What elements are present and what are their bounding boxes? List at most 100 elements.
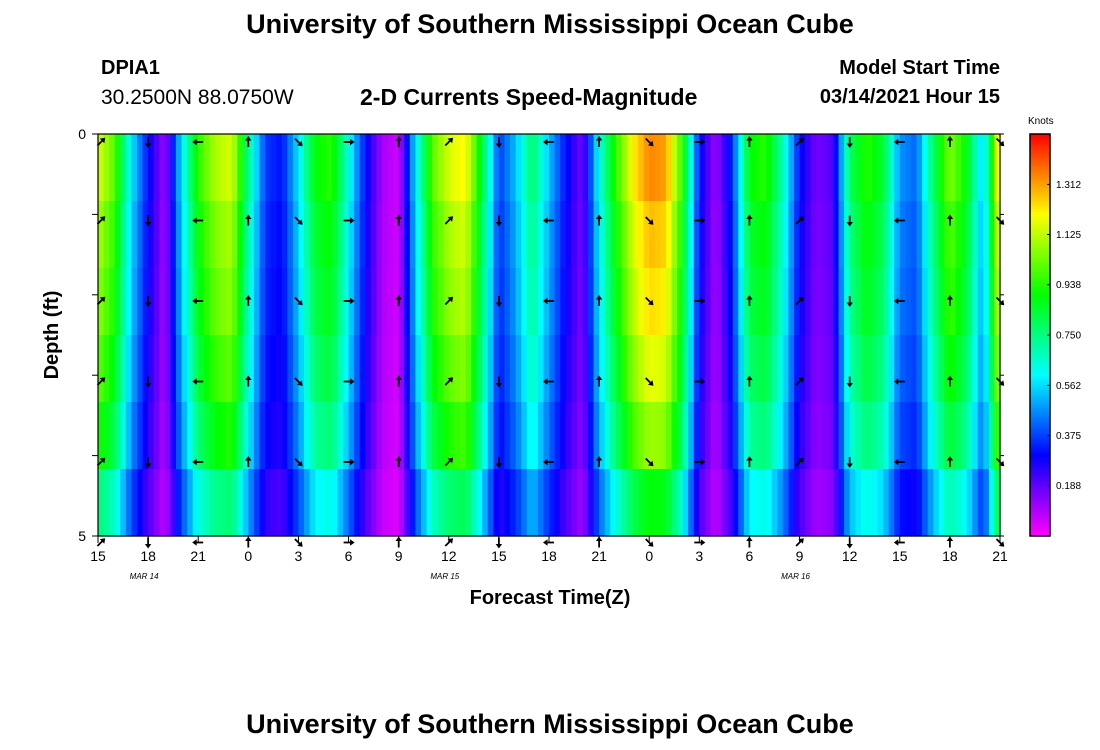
heatmap-cell — [432, 402, 439, 470]
arrow-head — [846, 302, 853, 307]
arrow-head — [746, 295, 753, 300]
colorbar-band — [1030, 345, 1050, 349]
heatmap-cell — [654, 469, 661, 537]
arrow-head — [144, 383, 152, 388]
heatmap-cell — [103, 469, 110, 537]
heatmap-cell — [894, 134, 901, 202]
heatmap-cell — [209, 268, 216, 336]
direction-arrow — [543, 138, 554, 146]
arrow-head — [595, 136, 603, 141]
colorbar-band — [1030, 508, 1050, 512]
heatmap-cell — [532, 469, 539, 537]
heatmap-cell — [270, 335, 277, 403]
heatmap-cell — [120, 134, 127, 202]
heatmap-cell — [922, 134, 929, 202]
colorbar-tick-label: 1.312 — [1056, 180, 1081, 191]
arrow-head — [798, 377, 804, 383]
heatmap-cell — [777, 469, 784, 537]
heatmap-cell — [799, 402, 806, 470]
colorbar-band — [1030, 151, 1050, 155]
heatmap-cell — [203, 201, 210, 269]
heatmap-cell — [922, 201, 929, 269]
heatmap-cell — [482, 268, 489, 336]
heatmap-cell — [426, 469, 433, 537]
heatmap-cell — [927, 402, 934, 470]
heatmap-cell — [292, 134, 300, 202]
heatmap-cell — [660, 268, 667, 336]
heatmap-cell — [443, 335, 450, 403]
colorbar-band — [1030, 488, 1050, 492]
heatmap-cell — [159, 134, 166, 202]
colorbar-tick-label: 0.938 — [1056, 280, 1081, 291]
colorbar-band — [1030, 407, 1050, 411]
heatmap-cell — [504, 268, 511, 336]
heatmap-cell — [621, 469, 628, 537]
heatmap-cell — [354, 268, 361, 336]
arrow-head — [595, 456, 603, 461]
heatmap-cell — [281, 134, 288, 202]
heatmap-cell — [682, 134, 689, 202]
heatmap-cell — [209, 402, 216, 470]
heatmap-cell — [638, 201, 645, 269]
heatmap-cell — [587, 201, 595, 269]
heatmap-cell — [131, 201, 138, 269]
heatmap-cell — [604, 402, 611, 470]
heatmap-cell — [582, 469, 589, 537]
colorbar-band — [1030, 500, 1050, 504]
colorbar-band — [1030, 352, 1050, 356]
heatmap-cell — [721, 134, 728, 202]
heatmap-cell — [994, 335, 1001, 403]
direction-arrow — [694, 378, 706, 385]
heatmap-cell — [844, 469, 851, 537]
heatmap-cell — [265, 134, 272, 202]
direction-arrow — [893, 297, 905, 305]
direction-arrow — [192, 378, 204, 385]
heatmap-cell — [459, 268, 467, 336]
heatmap-cell — [370, 469, 377, 537]
colorbar-band — [1030, 520, 1050, 524]
heatmap-cell — [832, 469, 840, 537]
heatmap-cell — [487, 335, 494, 403]
arrow-head — [245, 295, 252, 300]
colorbar-band — [1030, 156, 1050, 160]
heatmap-cell — [710, 335, 717, 403]
colorbar-band — [1030, 450, 1050, 454]
heatmap-cell — [604, 335, 611, 403]
heatmap-cell — [304, 402, 311, 470]
heatmap-cell — [471, 268, 478, 336]
heatmap-cell — [175, 201, 183, 269]
arrow-head — [297, 219, 303, 225]
heatmap-cell — [148, 201, 155, 269]
heatmap-cell — [387, 469, 394, 537]
heatmap-cell — [782, 134, 790, 202]
heatmap-cell — [771, 134, 778, 202]
heatmap-cell — [905, 469, 912, 537]
heatmap-cell — [337, 134, 344, 202]
colorbar-band — [1030, 189, 1050, 193]
heatmap-cell — [894, 201, 901, 269]
heatmap-cell — [721, 268, 728, 336]
arrow-head — [395, 375, 402, 380]
heatmap-cell — [459, 134, 467, 202]
heatmap-cell — [643, 335, 650, 403]
heatmap-cell — [560, 335, 567, 403]
heatmap-cell — [214, 134, 222, 202]
heatmap-cell — [849, 268, 856, 336]
arrow-head — [99, 137, 106, 144]
heatmap-cell — [164, 268, 171, 336]
arrow-head — [893, 138, 899, 146]
heatmap-cell — [949, 134, 957, 202]
direction-arrow — [343, 378, 355, 385]
heatmap-cell — [660, 469, 667, 537]
heatmap-cell — [732, 134, 739, 202]
heatmap-cell — [688, 335, 695, 403]
heatmap-cell — [248, 201, 255, 269]
colorbar-band — [1030, 355, 1050, 359]
heatmap-cell — [320, 134, 327, 202]
colorbar-band — [1030, 234, 1050, 238]
heatmap-cell — [771, 268, 778, 336]
heatmap-cell — [498, 134, 506, 202]
heatmap-cell — [142, 268, 149, 336]
heatmap-cell — [827, 201, 834, 269]
heatmap-cell — [933, 268, 940, 336]
